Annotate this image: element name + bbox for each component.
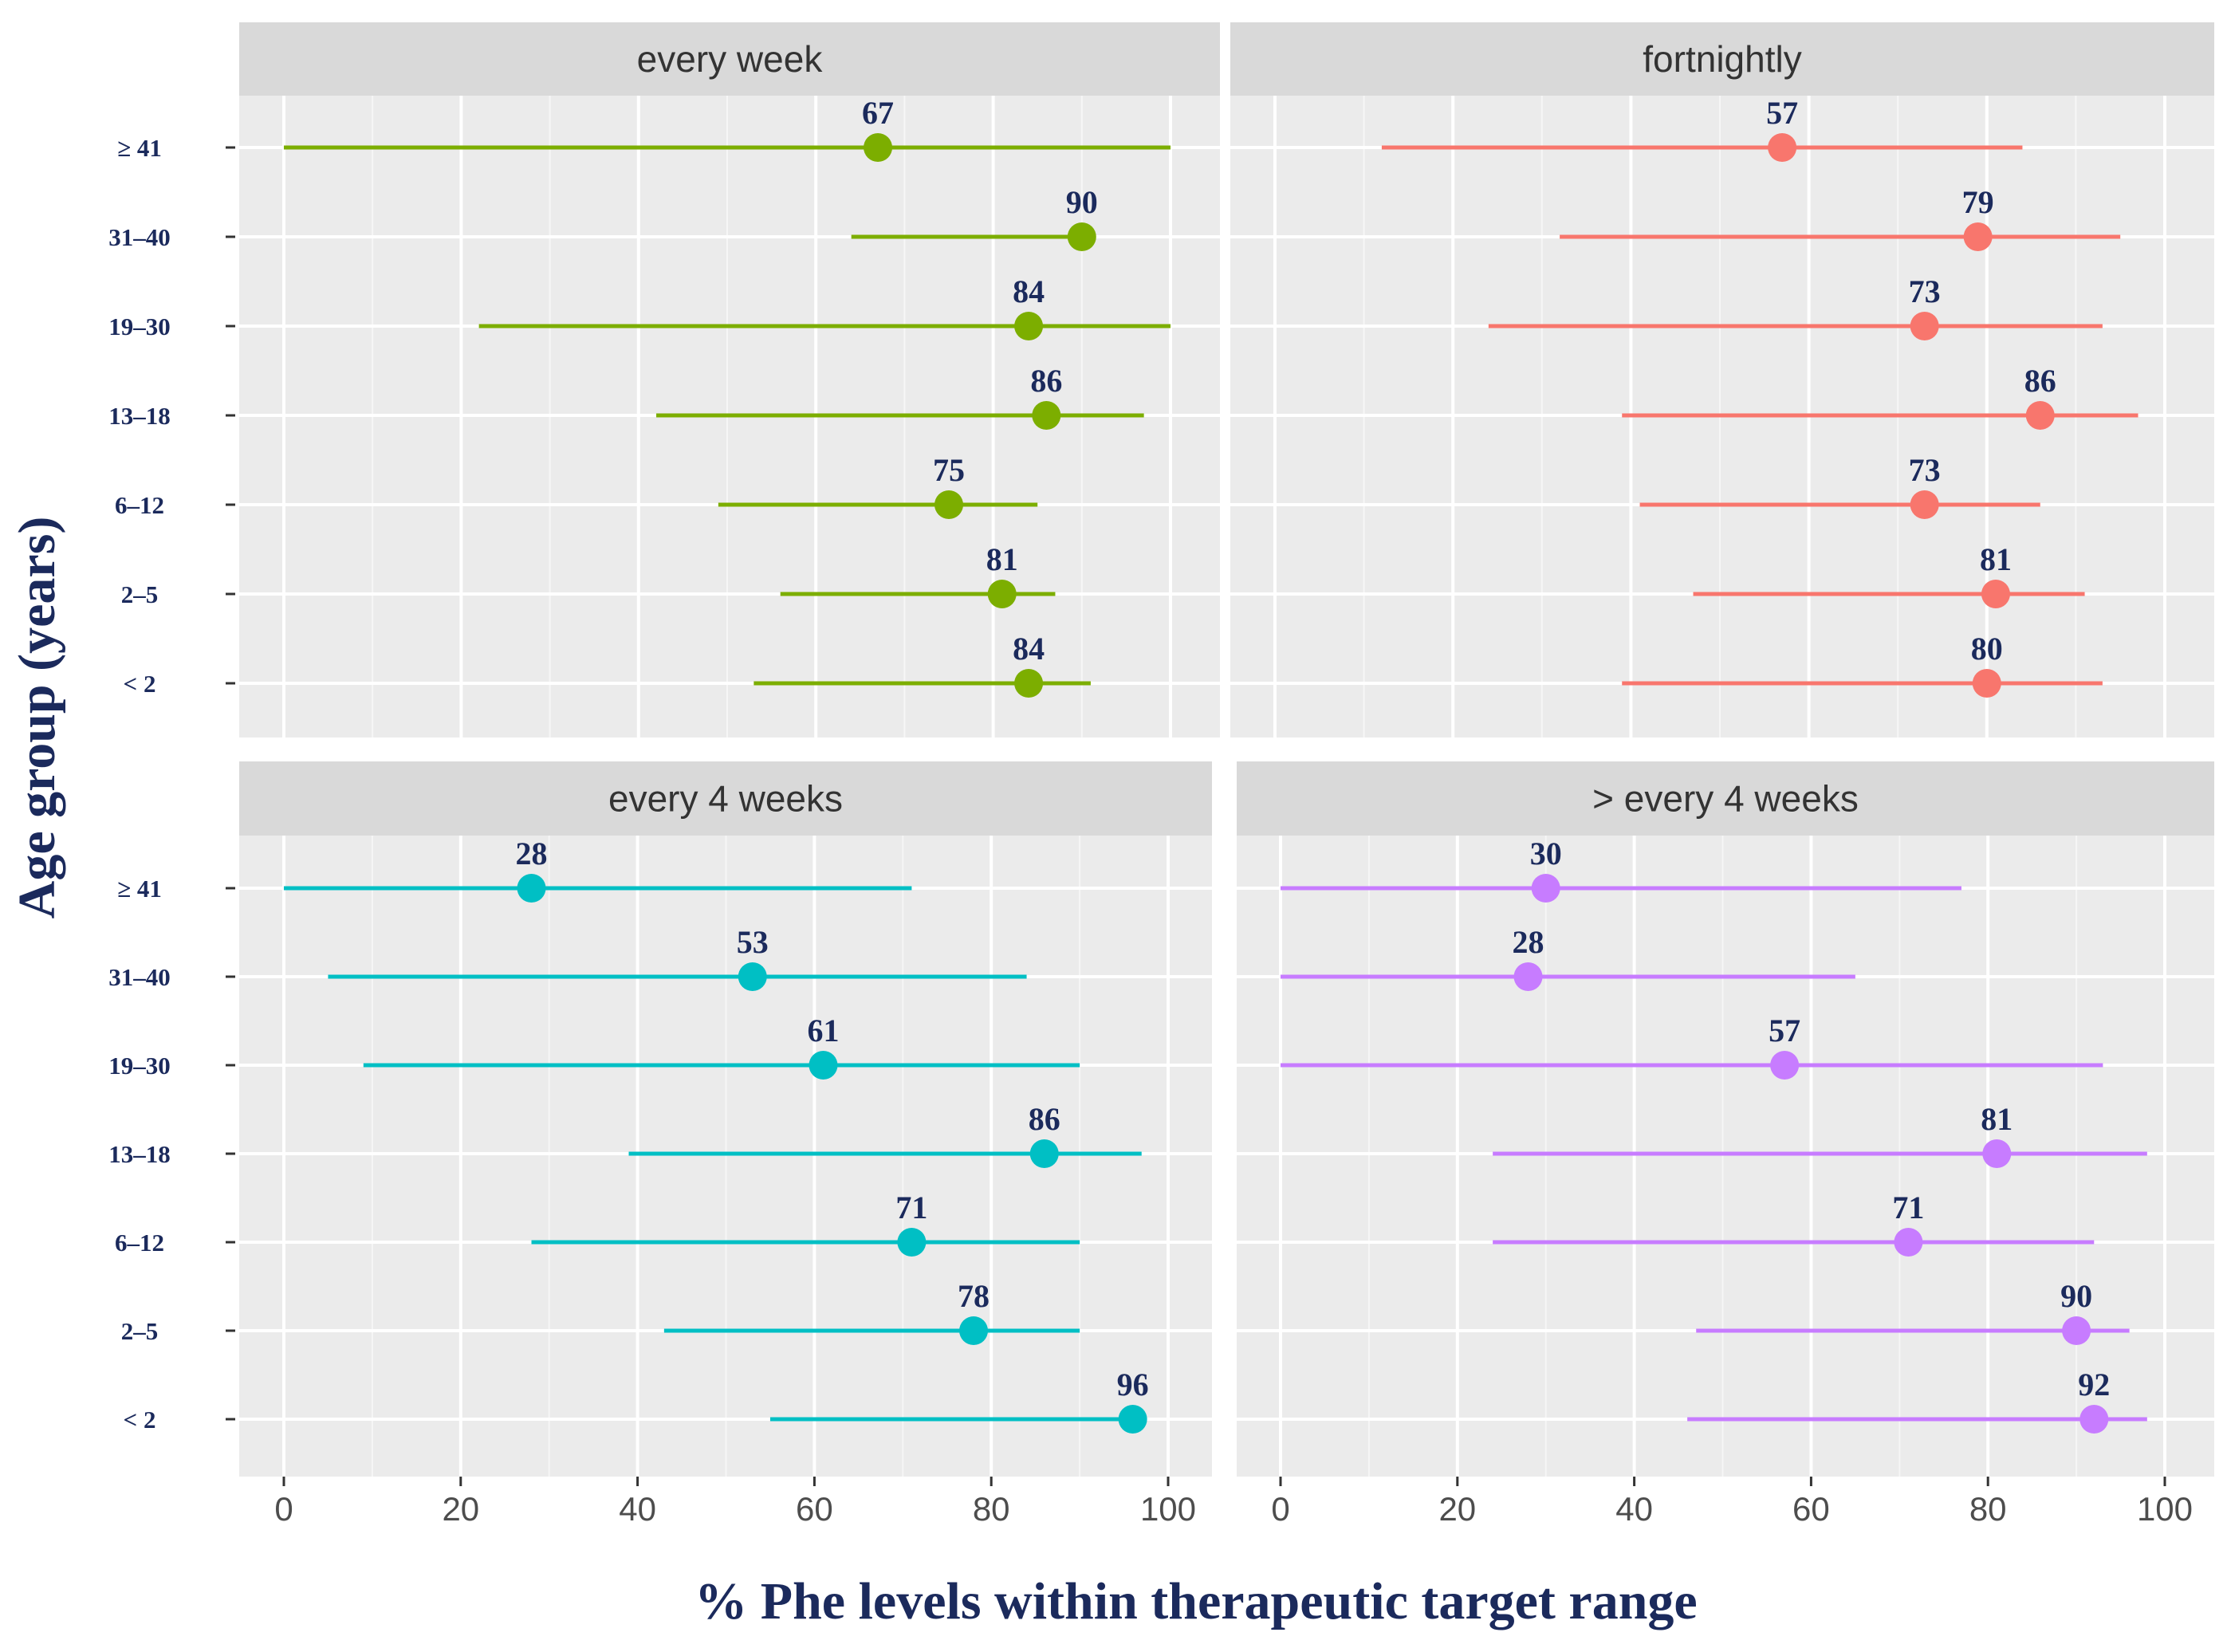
panel-3-age-label: < 2	[124, 1406, 156, 1434]
panel-3-age-label: 31–40	[108, 963, 171, 991]
panel-3-age-label: ≥ 41	[117, 875, 162, 903]
panel-1-point	[1014, 669, 1044, 698]
panel-1-point	[864, 133, 893, 162]
panel-1-point	[1032, 401, 1061, 430]
panel-1-age-label: 6–12	[115, 491, 164, 519]
panel-2-strip	[1230, 22, 2214, 96]
panel-2-value-label: 73	[1909, 452, 1941, 488]
panel-4-point	[1531, 874, 1560, 903]
panel-2-value-label: 86	[2024, 363, 2056, 399]
panel-3-x-tick-label: 20	[442, 1490, 479, 1528]
y-axis-title: Age group (years)	[8, 517, 66, 919]
panel-2-point	[1963, 222, 1993, 251]
panel-3-value-label: 53	[737, 924, 769, 960]
panel-3-value-label: 78	[958, 1278, 990, 1314]
panel-3-value-label: 71	[895, 1190, 927, 1225]
panel-4-value-label: 71	[1892, 1190, 1924, 1225]
panel-3-age-label: 19–30	[108, 1052, 171, 1080]
panel-3-age-label: 13–18	[108, 1140, 171, 1168]
panel-1-value-label: 86	[1030, 363, 1062, 399]
panel-1-age-label: 19–30	[108, 313, 171, 340]
panel-3-point	[738, 962, 767, 991]
panel-2-point	[2025, 401, 2055, 430]
panel-3-strip	[239, 761, 1212, 836]
panel-3-value-label: 28	[516, 836, 548, 871]
panel-2-point	[1910, 490, 1939, 519]
panel-4-point	[1894, 1228, 1923, 1257]
panel-3-point	[517, 874, 546, 903]
panel-3-point	[809, 1051, 838, 1080]
x-axis-title: % Phe levels within therapeutic target r…	[694, 1572, 1697, 1630]
panel-2-point	[1981, 580, 2010, 608]
panel-1-age-label: ≥ 41	[117, 134, 162, 162]
panel-3-value-label: 86	[1029, 1101, 1060, 1137]
panel-4-background	[1237, 836, 2214, 1477]
panel-3-x-tick-label: 0	[274, 1490, 293, 1528]
panel-2-value-label: 79	[1962, 184, 1994, 220]
panel-2-value-label: 57	[1766, 95, 1798, 131]
panel-4-x-tick-label: 20	[1438, 1490, 1476, 1528]
panel-1-value-label: 84	[1013, 631, 1045, 667]
panel-1-age-label: 31–40	[108, 223, 171, 251]
panel-4-point	[2062, 1316, 2091, 1345]
panel-2-point	[1972, 669, 2001, 698]
panel-3-value-label: 61	[807, 1013, 839, 1048]
panel-1-strip	[239, 22, 1220, 96]
panel-3-point	[1029, 1139, 1059, 1168]
panel-3-x-tick-label: 100	[1140, 1490, 1196, 1528]
panel-1-point	[934, 490, 963, 519]
panel-4-point	[1513, 962, 1543, 991]
panel-3-x-tick-label: 40	[619, 1490, 656, 1528]
panel-1-value-label: 90	[1066, 184, 1098, 220]
panel-3-point	[1118, 1405, 1147, 1434]
panel-4-x-tick-label: 60	[1792, 1490, 1830, 1528]
panel-4-x-tick-label: 40	[1615, 1490, 1653, 1528]
panel-2-value-label: 81	[1980, 541, 2012, 577]
panel-2-strip-title: fortnightly	[1643, 38, 1801, 80]
panel-1-value-label: 75	[933, 452, 965, 488]
panel-1-age-label: 2–5	[121, 580, 159, 608]
panel-3-strip-title: every 4 weeks	[608, 778, 843, 820]
panel-4-value-label: 92	[2078, 1367, 2110, 1402]
panel-4-value-label: 57	[1769, 1013, 1800, 1048]
panel-1-age-label: 13–18	[108, 402, 171, 430]
panel-1-age-label: < 2	[124, 670, 156, 698]
panel-1-value-label: 81	[986, 541, 1018, 577]
panel-2-value-label: 73	[1909, 273, 1941, 309]
panel-3-value-label: 96	[1117, 1367, 1149, 1402]
panel-3-age-label: 2–5	[121, 1317, 159, 1345]
panel-4-value-label: 90	[2060, 1278, 2092, 1314]
panel-4-strip-title: > every 4 weeks	[1592, 778, 1859, 820]
panel-3-x-tick-label: 60	[796, 1490, 833, 1528]
panel-3-x-tick-label: 80	[973, 1490, 1010, 1528]
panel-4-strip	[1237, 761, 2214, 836]
panel-1-strip-title: every week	[637, 38, 824, 80]
panel-2-point	[1768, 133, 1797, 162]
panel-1-point	[987, 580, 1017, 608]
panel-2-value-label: 80	[1971, 631, 2003, 667]
panel-3-age-label: 6–12	[115, 1229, 164, 1257]
panel-4-x-tick-label: 100	[2137, 1490, 2193, 1528]
panel-4-value-label: 30	[1530, 836, 1562, 871]
panel-4-point	[1770, 1051, 1800, 1080]
panel-4-value-label: 81	[1981, 1101, 2013, 1137]
panel-2-point	[1910, 312, 1939, 340]
panel-1-point	[1014, 312, 1044, 340]
panel-1-point	[1067, 222, 1096, 251]
panel-4-value-label: 28	[1513, 924, 1544, 960]
panel-4-x-tick-label: 0	[1271, 1490, 1289, 1528]
panel-3-point	[897, 1228, 927, 1257]
panel-4-point	[1982, 1139, 2012, 1168]
panel-1-value-label: 84	[1013, 273, 1045, 309]
panel-4-x-tick-label: 80	[1969, 1490, 2007, 1528]
panel-4-point	[2079, 1405, 2109, 1434]
panel-3-point	[959, 1316, 989, 1345]
panel-1-value-label: 67	[862, 95, 894, 131]
